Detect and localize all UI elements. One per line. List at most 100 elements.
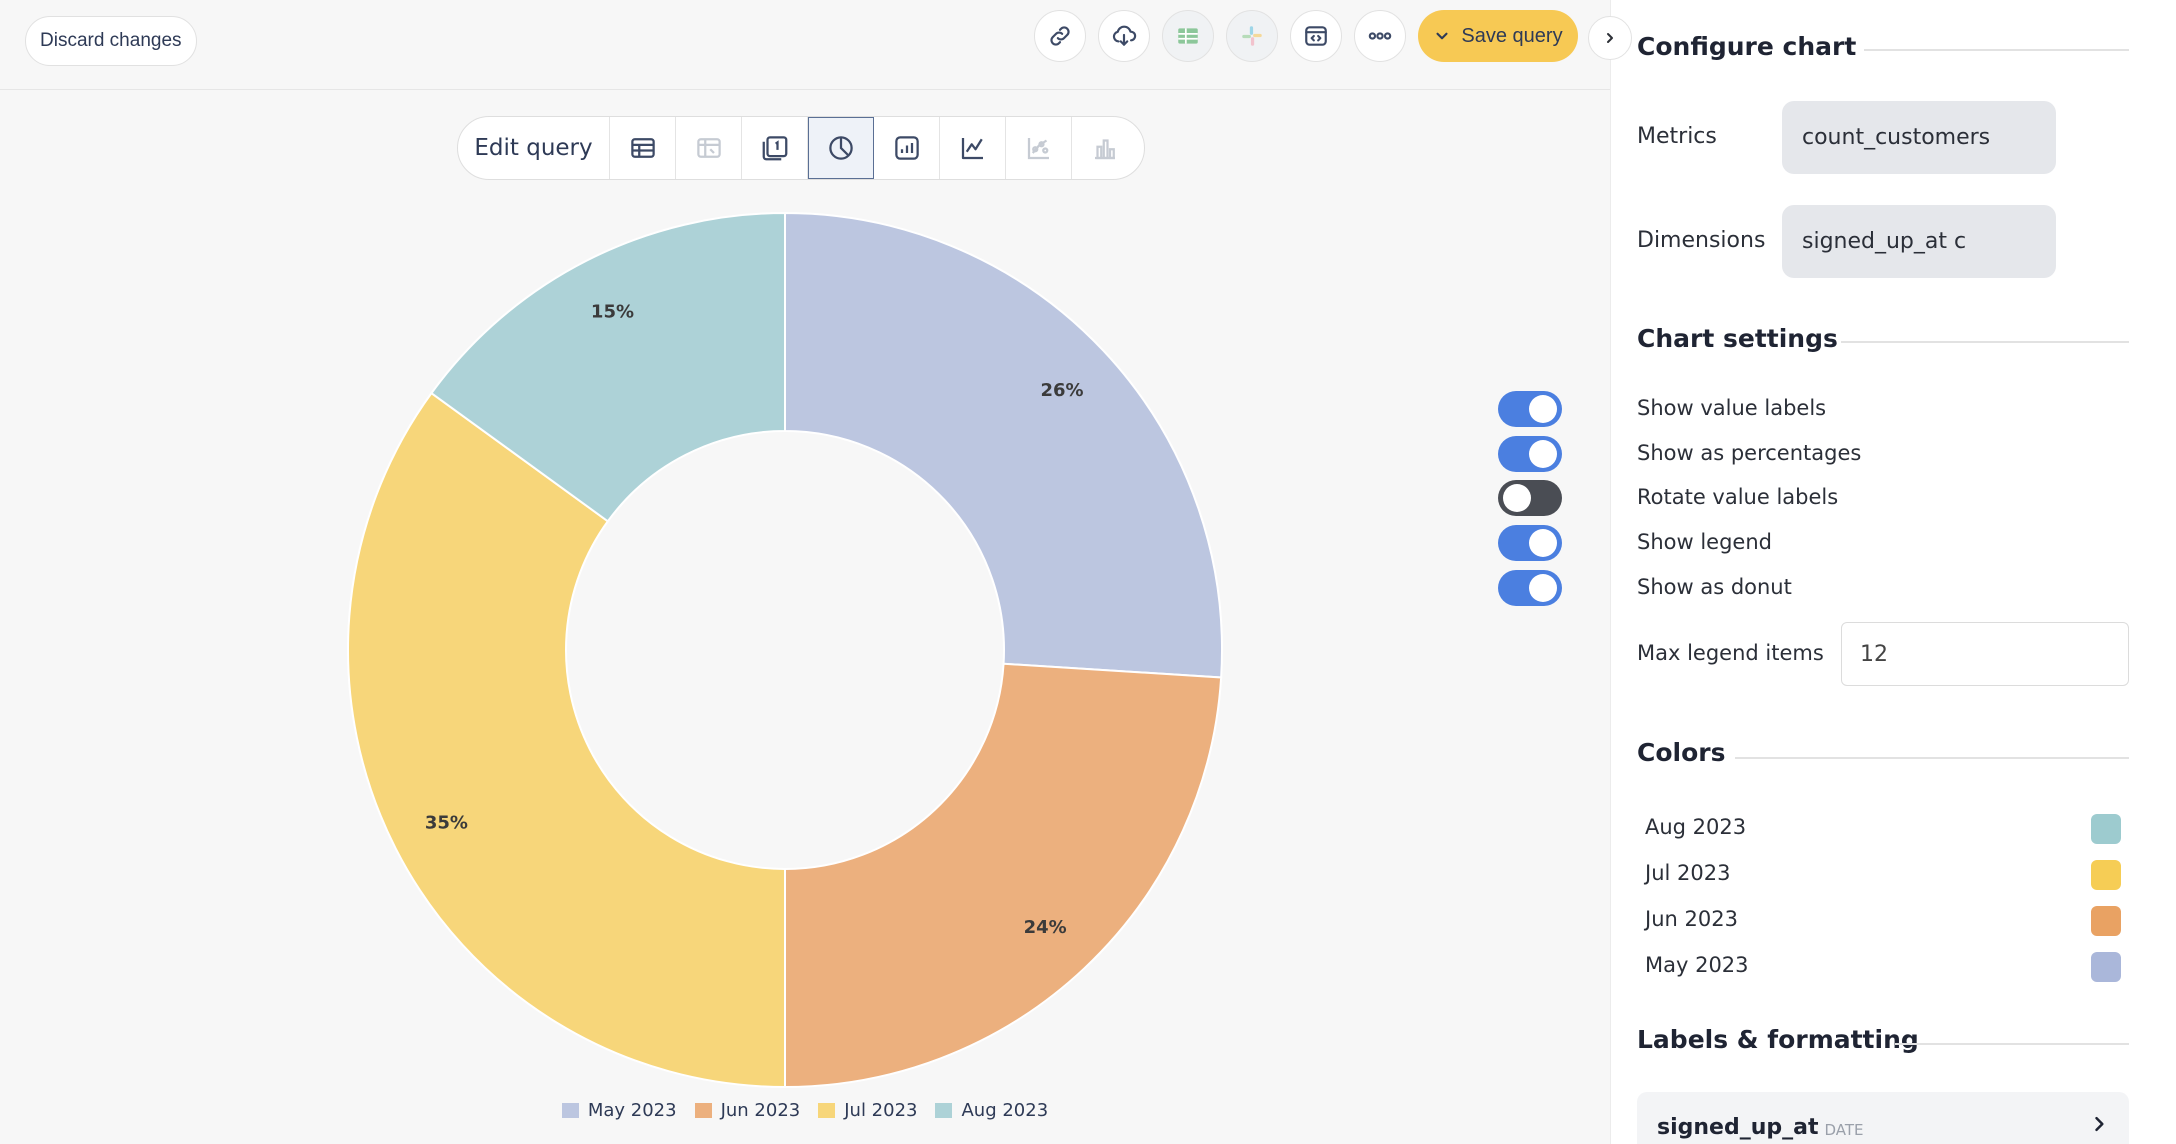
collapse-panel-button[interactable] [1588, 16, 1632, 60]
edit-query-button[interactable]: Edit query [458, 117, 610, 179]
donut-chart: 26% 24% 35% 15% [347, 211, 1223, 1089]
download-button[interactable] [1098, 10, 1150, 62]
legend-item[interactable]: Jul 2023 [818, 1100, 917, 1121]
color-label: Jul 2023 [1645, 861, 1731, 885]
single-value-icon [762, 136, 787, 161]
donut-slice-jun-2023[interactable] [784, 662, 1223, 1089]
toggle-knob [1503, 484, 1531, 512]
embed-icon [1305, 26, 1327, 46]
slack-button[interactable] [1226, 10, 1278, 62]
slice-value-label: 35% [425, 813, 468, 834]
configure-chart-panel: Configure chart Metrics count_customers … [1610, 0, 2176, 1144]
viz-scatter-button[interactable] [1006, 117, 1072, 179]
viz-kpi-button[interactable] [874, 117, 940, 179]
toggle-knob [1529, 574, 1557, 602]
chart-legend: May 2023 Jun 2023 Jul 2023 Aug 2023 [0, 1100, 1610, 1121]
color-swatch-aug-2023[interactable] [2091, 814, 2121, 844]
chevron-right-icon [1607, 33, 1613, 43]
table-icon [630, 138, 655, 158]
line-chart-icon [961, 138, 983, 160]
legend-swatch [818, 1103, 836, 1118]
toggle-knob [1529, 395, 1557, 423]
divider [1841, 341, 2129, 343]
donut-slice-may-2023[interactable] [784, 211, 1223, 679]
max-legend-items-input[interactable] [1841, 622, 2129, 686]
color-swatch-jun-2023[interactable] [2091, 906, 2121, 936]
legend-swatch [561, 1103, 579, 1118]
more-options-button[interactable] [1354, 10, 1406, 62]
viz-line-button[interactable] [940, 117, 1006, 179]
metrics-field[interactable]: count_customers [1782, 101, 2056, 174]
legend-item[interactable]: Aug 2023 [935, 1100, 1048, 1121]
labels-formatting-title: Labels & formatting [1637, 1025, 1919, 1054]
chevron-right-icon [2095, 1116, 2104, 1132]
toggle-label-show-as-percentages: Show as percentages [1637, 441, 1862, 465]
download-cloud-icon [1112, 25, 1137, 46]
chart-settings-title: Chart settings [1637, 324, 1838, 353]
color-label: May 2023 [1645, 953, 1749, 977]
dimensions-field[interactable]: signed_up_at c [1782, 205, 2056, 278]
divider [1735, 757, 2129, 759]
toggle-label-show-value-labels: Show value labels [1637, 396, 1827, 420]
discard-changes-button[interactable]: Discard changes [25, 16, 197, 66]
divider [1864, 49, 2129, 51]
toggle-show-legend[interactable] [1498, 525, 1562, 561]
more-icon [1368, 32, 1392, 40]
toggle-rotate-value-labels[interactable] [1498, 480, 1562, 516]
legend-label: Jun 2023 [720, 1100, 801, 1121]
visualization-switcher: Edit query [457, 116, 1145, 180]
field-format-card[interactable]: signed_up_at DATE [1637, 1092, 2129, 1144]
save-query-button[interactable]: Save query [1418, 10, 1578, 62]
pivot-table-icon [696, 138, 721, 158]
viz-single-value-button[interactable] [742, 117, 808, 179]
embed-button[interactable] [1290, 10, 1342, 62]
legend-item[interactable]: Jun 2023 [694, 1100, 801, 1121]
legend-swatch [935, 1103, 953, 1118]
divider [1895, 1043, 2129, 1045]
toggle-show-as-donut[interactable] [1498, 570, 1562, 606]
viz-bar-button[interactable] [1072, 117, 1138, 179]
colors-title: Colors [1637, 738, 1726, 767]
toggle-knob [1529, 529, 1557, 557]
donut-slice-aug-2023[interactable] [430, 211, 786, 523]
field-name: signed_up_at [1657, 1114, 1819, 1140]
legend-label: Jul 2023 [844, 1100, 918, 1121]
viz-pivot-button[interactable] [676, 117, 742, 179]
scatter-chart-icon [1027, 138, 1049, 160]
color-label: Aug 2023 [1645, 815, 1747, 839]
toggle-knob [1529, 440, 1557, 468]
query-toolbar: Discard changes Save query [0, 0, 1610, 90]
color-label: Jun 2023 [1645, 907, 1738, 931]
metrics-label: Metrics [1637, 124, 1717, 149]
link-icon [1050, 26, 1070, 46]
save-query-label: Save query [1461, 24, 1563, 47]
field-type-badge: DATE [1824, 1121, 1864, 1139]
donut-slice-jul-2023[interactable] [347, 391, 786, 1089]
legend-swatch [694, 1103, 712, 1118]
toggle-show-value-labels[interactable] [1498, 391, 1562, 427]
google-sheets-icon [1178, 28, 1198, 44]
color-swatch-may-2023[interactable] [2091, 952, 2121, 982]
legend-item[interactable]: May 2023 [561, 1100, 677, 1121]
pie-chart-icon [828, 136, 853, 160]
slice-value-label: 26% [1040, 380, 1083, 401]
toggle-label-show-as-donut: Show as donut [1637, 575, 1792, 599]
chevron-down-icon [1436, 32, 1448, 40]
toggle-label-rotate-value-labels: Rotate value labels [1637, 485, 1839, 509]
max-legend-items-label: Max legend items [1637, 641, 1824, 665]
viz-pie-button[interactable] [808, 117, 874, 179]
toggle-label-show-legend: Show legend [1637, 530, 1772, 554]
slice-value-label: 24% [1024, 917, 1067, 938]
slack-icon [1242, 26, 1262, 46]
configure-chart-title: Configure chart [1637, 32, 1857, 61]
color-swatch-jul-2023[interactable] [2091, 860, 2121, 890]
google-sheets-button[interactable] [1162, 10, 1214, 62]
legend-label: May 2023 [587, 1100, 677, 1121]
slice-value-label: 15% [591, 301, 634, 322]
viz-table-button[interactable] [610, 117, 676, 179]
legend-label: Aug 2023 [961, 1100, 1049, 1121]
copy-link-button[interactable] [1034, 10, 1086, 62]
toggle-show-as-percentages[interactable] [1498, 436, 1562, 472]
bar-chart-icon [1095, 139, 1115, 160]
kpi-chart-icon [894, 136, 919, 160]
